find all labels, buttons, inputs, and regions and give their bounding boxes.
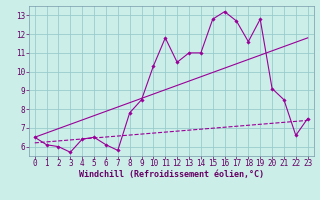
X-axis label: Windchill (Refroidissement éolien,°C): Windchill (Refroidissement éolien,°C) — [79, 170, 264, 179]
